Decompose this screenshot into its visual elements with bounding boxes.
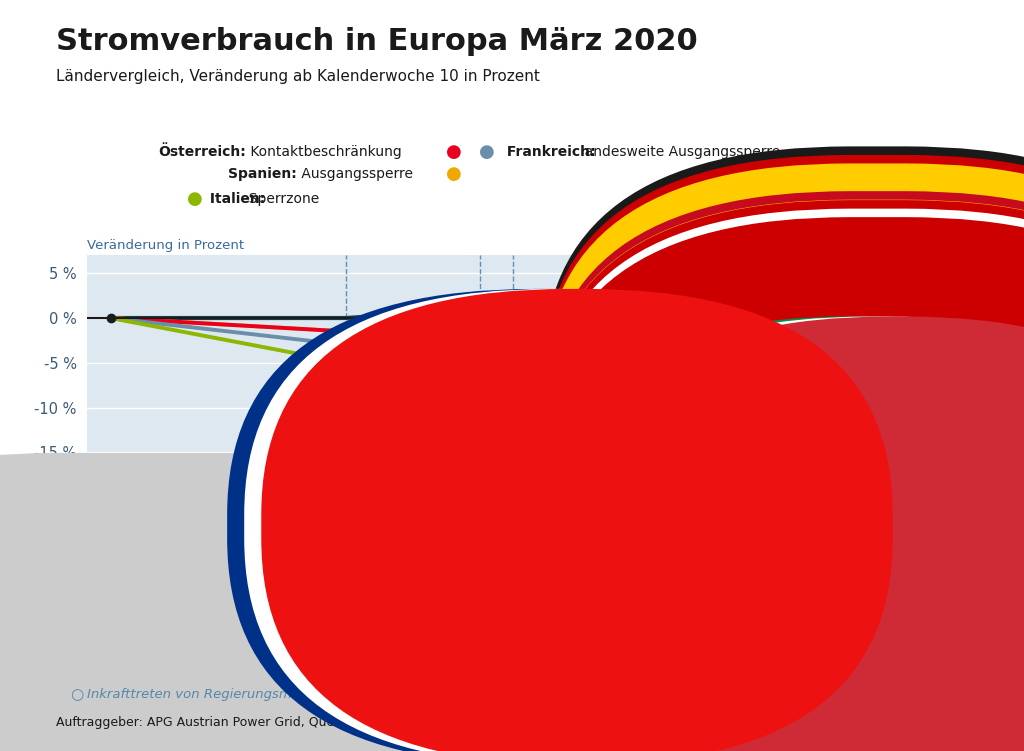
Text: ITA: ITA xyxy=(850,531,873,544)
Text: ●: ● xyxy=(637,190,653,208)
Text: 17.: 17. xyxy=(502,608,523,620)
Text: ●: ● xyxy=(445,143,462,161)
Text: 23.3. - 29.3.: 23.3. - 29.3. xyxy=(776,632,856,644)
Text: Kontaktbeschränkung: Kontaktbeschränkung xyxy=(246,145,401,158)
Text: 16.3. - 22.3.: 16.3. - 22.3. xyxy=(541,632,622,644)
Text: Ländervergleich, Veränderung ab Kalenderwoche 10 in Prozent: Ländervergleich, Veränderung ab Kalender… xyxy=(56,69,541,84)
Text: ●: ● xyxy=(445,165,462,183)
Text: ESP: ESP xyxy=(850,406,879,418)
Text: Sperrzone: Sperrzone xyxy=(205,192,319,206)
Text: KW 12: KW 12 xyxy=(559,615,603,629)
Text: Stromverbrauch in Europa März 2020: Stromverbrauch in Europa März 2020 xyxy=(56,27,698,56)
Text: Auftraggeber: APG Austrian Power Grid, Quelle: ENTSO-E Transparency Platform: Auftraggeber: APG Austrian Power Grid, Q… xyxy=(56,716,558,729)
Text: Frankreich:: Frankreich: xyxy=(502,145,595,158)
Text: Spanien:: Spanien: xyxy=(228,167,297,181)
Text: Italien:: Italien: xyxy=(205,192,265,206)
Text: AUT: AUT xyxy=(850,454,880,467)
Text: Veränderung in Prozent: Veränderung in Prozent xyxy=(87,239,244,252)
Text: Kontaktverbot: Kontaktverbot xyxy=(655,192,819,206)
Text: 16.: 16. xyxy=(469,608,490,620)
Text: 2.3. - 8.3.: 2.3. - 8.3. xyxy=(79,632,142,644)
Text: -12 %: -12 % xyxy=(911,422,955,437)
Text: 9.3. - 15.3.: 9.3. - 15.3. xyxy=(309,632,382,644)
Text: KW 13: KW 13 xyxy=(794,615,839,629)
Text: Ausgangssperre: Ausgangssperre xyxy=(297,167,413,181)
Text: GER: GER xyxy=(850,360,881,374)
Text: Inkrafttreten von Regierungsmaßnahmen gegen Covid-19: Inkrafttreten von Regierungsmaßnahmen ge… xyxy=(87,688,471,701)
Text: landesweite Ausgangssperre: landesweite Ausgangssperre xyxy=(502,145,780,158)
Text: 10.: 10. xyxy=(335,608,356,620)
Text: -13 %: -13 % xyxy=(911,430,959,445)
Text: 23.: 23. xyxy=(672,608,692,620)
Text: -23 %: -23 % xyxy=(591,520,635,535)
Text: -7 %: -7 % xyxy=(911,377,946,392)
Text: Deutschland:: Deutschland: xyxy=(655,192,764,206)
Text: KW 10: KW 10 xyxy=(88,615,133,629)
Text: KW 11: KW 11 xyxy=(324,615,368,629)
Text: FRA: FRA xyxy=(531,549,561,562)
Text: APA-AUFTRAGSGRAFIK: APA-AUFTRAGSGRAFIK xyxy=(808,716,968,729)
Text: ●: ● xyxy=(478,143,495,161)
Text: ○: ○ xyxy=(70,687,83,702)
Text: -26 %: -26 % xyxy=(911,547,955,562)
Text: Österreich:: Österreich: xyxy=(158,145,246,158)
Text: ●: ● xyxy=(186,190,203,208)
